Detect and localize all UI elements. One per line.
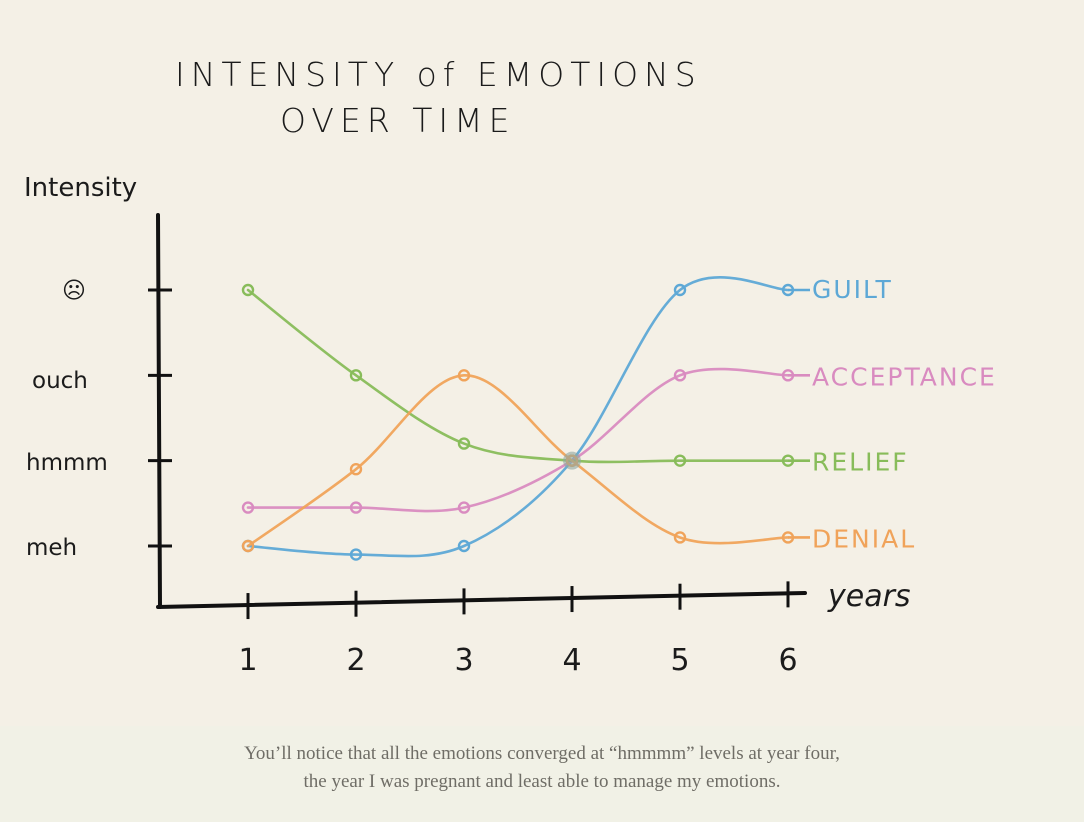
y-tick-label: ouch: [32, 368, 88, 394]
x-tick-label: 3: [454, 643, 473, 678]
data-point-guilt: [349, 548, 363, 561]
x-axis-line: [156, 591, 807, 609]
data-point-denial: [241, 539, 255, 553]
data-point-guilt: [457, 539, 471, 553]
x-axis-label: years: [827, 579, 911, 614]
series-line-guilt: [246, 276, 790, 558]
data-point-guilt: [781, 283, 795, 297]
data-point-relief: [673, 454, 687, 467]
data-point-denial: [457, 369, 471, 382]
chart-title-line2: OVER TIME: [280, 101, 515, 140]
y-tick-label: ☹: [62, 278, 86, 304]
chart-figure: INTENSITY of EMOTIONS OVER TIME Intensit…: [24, 55, 997, 678]
data-point-acceptance: [673, 369, 687, 382]
x-tick-label: 2: [346, 643, 365, 678]
series-labels: GUILT ACCEPTANCE RELIEF DENIAL: [812, 275, 997, 553]
data-point-denial: [349, 463, 363, 476]
series-label-guilt: GUILT: [812, 275, 893, 304]
data-point-denial: [673, 531, 687, 544]
data-point-acceptance: [349, 501, 363, 514]
series-line-denial: [246, 374, 790, 548]
series-line-relief: [246, 288, 790, 464]
data-point-guilt: [673, 283, 687, 297]
x-tick-label: 4: [562, 643, 581, 678]
y-axis-label: Intensity: [24, 173, 137, 203]
y-tick-label: meh: [26, 535, 77, 561]
data-point-relief: [241, 283, 255, 297]
series-lines: [241, 276, 810, 561]
x-tick-label: 6: [778, 643, 797, 678]
data-point-acceptance: [457, 501, 471, 514]
data-point-denial: [781, 531, 795, 544]
chart-title-line1: INTENSITY of EMOTIONS: [175, 55, 702, 94]
series-line-acceptance: [246, 367, 790, 513]
series-label-relief: RELIEF: [812, 448, 909, 477]
axes: [156, 213, 807, 609]
data-point-relief: [781, 454, 795, 467]
series-label-denial: DENIAL: [812, 524, 916, 553]
caption-line-2: the year I was pregnant and least able t…: [303, 771, 781, 792]
ticks: 1 2 3 4 5 6 meh hmmm ouch ☹: [26, 278, 798, 678]
data-point-acceptance: [781, 369, 795, 382]
y-axis-line: [156, 213, 162, 609]
y-tick-label: hmmm: [26, 450, 108, 476]
data-point-relief: [457, 437, 471, 450]
series-label-acceptance: ACCEPTANCE: [812, 362, 997, 391]
x-tick-label: 1: [238, 643, 257, 678]
caption-line-1: You’ll notice that all the emotions conv…: [244, 743, 840, 764]
figure-caption: You’ll notice that all the emotions conv…: [0, 726, 1084, 822]
convergence-point: [563, 451, 581, 470]
x-tick-label: 5: [670, 643, 689, 678]
data-point-relief: [349, 369, 363, 382]
data-point-acceptance: [241, 501, 255, 514]
emotions-line-chart: INTENSITY of EMOTIONS OVER TIME Intensit…: [24, 55, 997, 678]
